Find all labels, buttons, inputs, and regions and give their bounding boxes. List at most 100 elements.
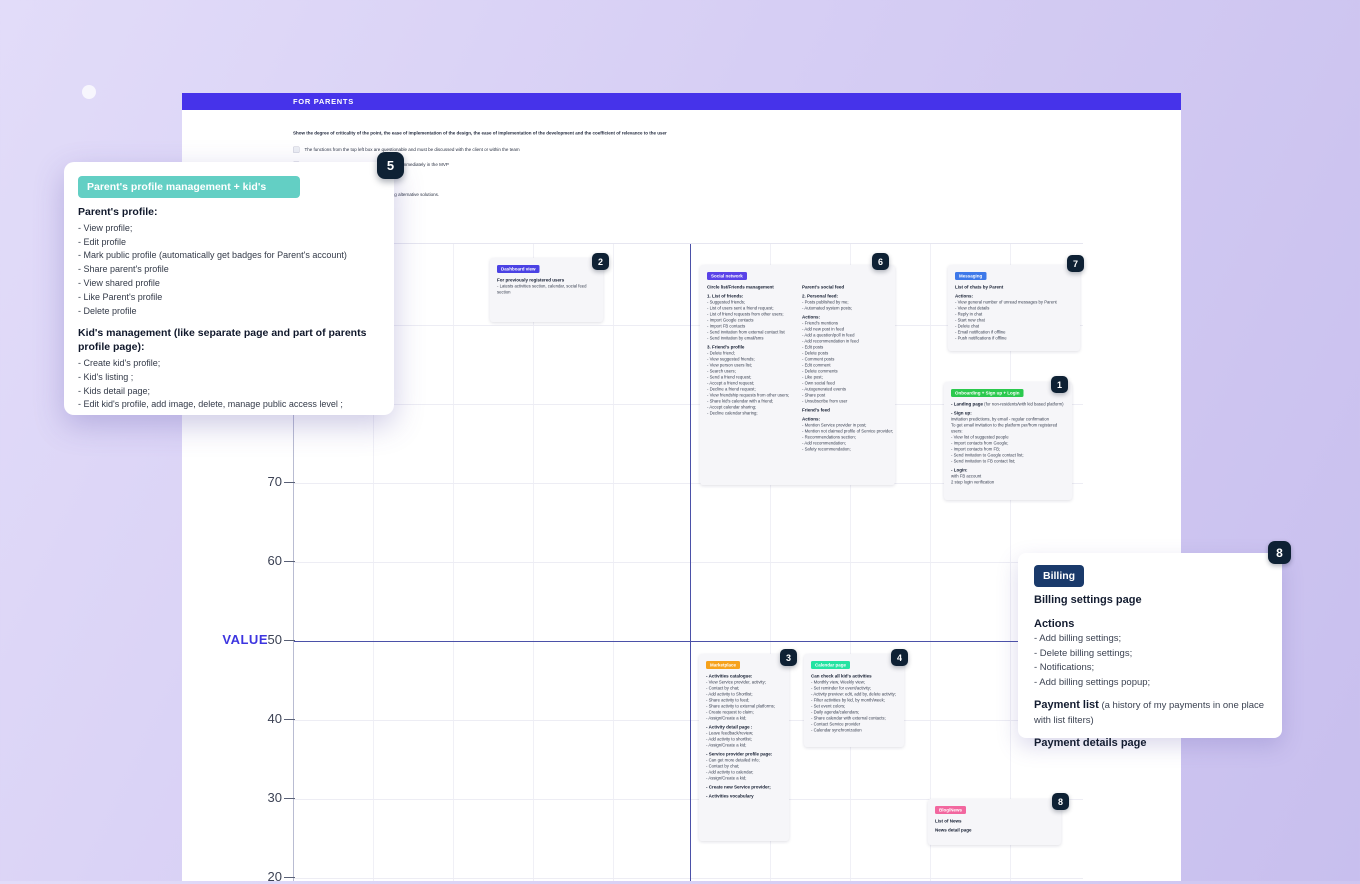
card-line: - Contact Service provider xyxy=(811,721,861,727)
y-axis-title: VALUE xyxy=(222,632,268,647)
cursor-dot xyxy=(82,85,96,99)
axis-tick-label: 30 xyxy=(267,790,282,805)
card-line: Billing settings page xyxy=(1034,594,1142,606)
card-line: - View suggested friends; xyxy=(707,356,755,362)
card-line: - Filter activities by kid, by month/wee… xyxy=(811,697,885,703)
card-line: - Send invitation to FB contact list; xyxy=(951,458,1016,464)
card-line: - Safety recommendation; xyxy=(802,446,851,452)
card-line: - Set reminder for event/activity; xyxy=(811,685,871,691)
card-parents-profile-management[interactable]: Parent's profile management + kid's Pare… xyxy=(64,162,394,415)
axis-tick xyxy=(284,719,295,720)
gridline xyxy=(293,483,1083,484)
card-content: - Activities catalogue: - View Service pr… xyxy=(706,673,782,799)
card-line: Actions: xyxy=(802,314,820,320)
card-line: - Share activity to external platforms; xyxy=(706,703,775,709)
card-line: - Activities catalogue: xyxy=(706,673,753,679)
card-line: Parent's profile: xyxy=(78,206,158,218)
card-line: - Send invitation by email/sms xyxy=(707,335,764,341)
axis-tick-label: 40 xyxy=(267,711,282,726)
card-line: - Daily agenda/calendars; xyxy=(811,709,860,715)
card-line: - Add recommendation in feed xyxy=(802,338,859,344)
gridline xyxy=(293,325,1083,326)
priority-badge: 2 xyxy=(592,253,609,270)
card-line: 1. List of friends: xyxy=(707,293,744,299)
axis-tick xyxy=(284,877,295,878)
card-line: - View shared profile xyxy=(78,277,160,288)
card-content: Billing settings page Actions - Add billin… xyxy=(1034,593,1266,752)
card-line: - Edit comment xyxy=(802,362,831,368)
card-line: - Import Google contacts xyxy=(707,317,754,323)
card-blog-news[interactable]: 8 Blog/News List of News News detail page xyxy=(928,793,1069,845)
card-dashboard-view[interactable]: 2 Dashboard view For previously register… xyxy=(490,253,609,322)
card-line: - Add activity to Shortlist; xyxy=(706,691,753,697)
card-line: - Create request to claim; xyxy=(706,709,754,715)
card-line: To get email invitation to the platform … xyxy=(951,422,1058,434)
card-line: - Send invitation to Google contact list… xyxy=(951,452,1024,458)
card-line: - Add a question/poll in feed xyxy=(802,332,855,338)
card-tag: Onboarding + Sign up + Login xyxy=(951,389,1024,397)
card-line: For previously registered users xyxy=(497,277,565,283)
priority-badge: 3 xyxy=(780,649,797,666)
card-line: - Add recommendation; xyxy=(802,440,846,446)
card-line: - Calendar synchronization xyxy=(811,727,862,733)
card-line: - Activity detail page : xyxy=(706,724,753,730)
card-calendar-page[interactable]: 4 Calendar page Can check all kid's acti… xyxy=(804,649,908,747)
card-line: Parent's social feed xyxy=(802,284,845,290)
card-content-col1: Circle list/Friends management 1. List of… xyxy=(707,284,795,452)
whiteboard-canvas[interactable]: FOR PARENTS Show the degree of criticali… xyxy=(182,93,1291,884)
gridline xyxy=(293,799,1083,800)
card-line: - View list of suggested people xyxy=(951,434,1009,440)
card-line: Actions: xyxy=(955,293,973,299)
card-line: - List of friend requests from other use… xyxy=(707,311,784,317)
card-line: - Activity preview: edit, add by, delete… xyxy=(811,691,896,697)
card-line: - Suggested friends; xyxy=(707,299,746,305)
card-line: - Decline a friend request; xyxy=(707,386,756,392)
axis-tick-label: 50 xyxy=(267,632,282,647)
card-line: Friend's feed xyxy=(802,407,830,413)
checkbox[interactable] xyxy=(293,146,300,153)
card-line: - Assign/Create a kid; xyxy=(706,715,747,721)
card-line: - Delete profile xyxy=(78,305,137,316)
card-line: 2. Personal feed: xyxy=(802,293,839,299)
card-line: - Delete comments xyxy=(802,368,838,374)
card-line: - Delete billing settings; xyxy=(1034,647,1133,659)
card-line: - Posts published by me; xyxy=(802,299,849,305)
card-line: Can check all kid's activities xyxy=(811,673,872,679)
card-onboarding-signup-login[interactable]: 1 Onboarding + Sign up + Login - Landing… xyxy=(944,376,1072,500)
card-line: Kid's management (like separate page and… xyxy=(78,327,367,354)
card-line: Actions: xyxy=(802,416,820,422)
card-line: - Delete friend; xyxy=(707,350,735,356)
card-line: List of News xyxy=(935,818,962,824)
quadrant-divider-vertical xyxy=(690,244,691,881)
y-axis-line xyxy=(293,244,294,881)
card-line: - Assign/Create a kid; xyxy=(706,775,747,781)
card-tag: Marketplace xyxy=(706,661,741,669)
card-marketplace[interactable]: 3 Marketplace - Activities catalogue: - V… xyxy=(699,649,797,841)
card-line: - Kid's listing ; xyxy=(78,371,134,382)
card-line: - Share kid's calendar with a friend; xyxy=(707,398,774,404)
priority-badge: 8 xyxy=(1268,541,1291,564)
card-line: - Sign up: xyxy=(951,410,972,416)
card-line: - Send invitation from external contact … xyxy=(707,329,785,335)
card-line: - View friendship requests from other us… xyxy=(707,392,790,398)
card-tag: Dashboard view xyxy=(497,265,540,273)
card-line: - Edit kid's profile, add image, delete,… xyxy=(78,399,343,410)
card-line: - Assign/Create a kid; xyxy=(706,742,747,748)
card-line: - Monthly view, Weekly view; xyxy=(811,679,866,685)
card-line: - Like Parent's profile xyxy=(78,291,163,302)
card-social-network[interactable]: 6 Social network Circle list/Friends man… xyxy=(700,253,895,485)
gridline xyxy=(293,404,1083,405)
card-line: - Edit profile xyxy=(78,236,127,247)
card-line: - Autogenerated events xyxy=(802,386,846,392)
card-line: - Contact by chat; xyxy=(706,763,740,769)
legend-row: The functions from the top left box are … xyxy=(293,142,933,157)
card-line: - Create kid's profile; xyxy=(78,357,161,368)
card-messaging[interactable]: 7 Messaging List of chats by Parent Actio… xyxy=(948,255,1084,351)
card-line: - Reply in chat xyxy=(955,311,983,317)
card-line: - Email notification if offline xyxy=(955,329,1006,335)
card-billing[interactable]: 8 Billing Billing settings page Actions - … xyxy=(1018,541,1291,749)
card-line: - Recommendations section; xyxy=(802,434,856,440)
card-line: - Push notifications if offline xyxy=(955,335,1007,341)
priority-badge: 4 xyxy=(891,649,908,666)
card-line: - Comment posts xyxy=(802,356,835,362)
